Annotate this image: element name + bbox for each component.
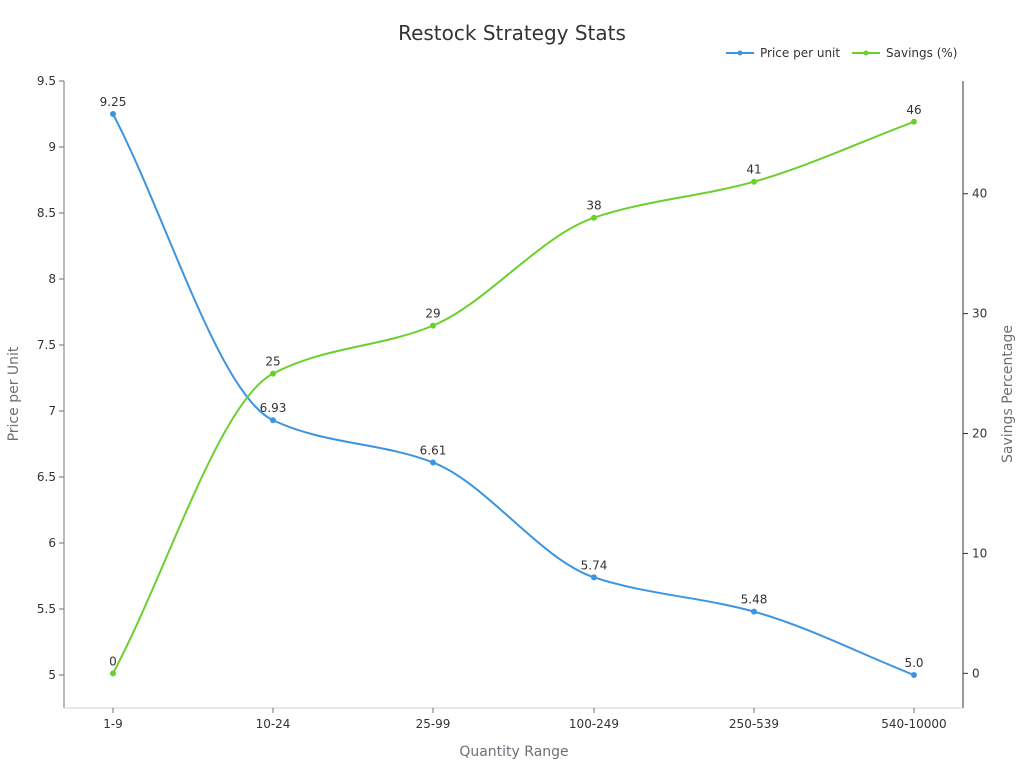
data-label-price-per-unit: 6.93 — [260, 401, 287, 415]
y-left-tick-label: 7.5 — [37, 338, 56, 352]
x-tick-label: 250-539 — [729, 717, 779, 731]
x-axis-title: Quantity Range — [459, 744, 568, 760]
y-left-tick-label: 6 — [48, 536, 56, 550]
data-label-price-per-unit: 5.74 — [581, 558, 608, 572]
y-left-tick-label: 9.5 — [37, 74, 56, 88]
data-point-savings — [110, 670, 116, 677]
series-layer: 9.25 6.93 6.61 5.74 5.48 5.0 0 25 29 38 41 46 — [100, 95, 924, 678]
y-right-tick-label: 40 — [972, 187, 987, 201]
y-left-tick-label: 9 — [48, 140, 56, 154]
data-label-savings: 46 — [906, 103, 921, 117]
data-point-price-per-unit — [430, 459, 436, 466]
y-right-tick-label: 30 — [972, 307, 987, 321]
y-right-tick-label: 20 — [972, 427, 987, 441]
y-left-tick-label: 6.5 — [37, 470, 56, 484]
data-label-savings: 38 — [586, 199, 601, 213]
legend-label-price-per-unit: Price per unit — [760, 46, 840, 60]
y-left-tick-label: 8 — [48, 272, 56, 286]
legend: Price per unit Savings (%) — [726, 46, 957, 60]
data-point-savings — [591, 214, 597, 221]
data-label-price-per-unit: 6.61 — [420, 443, 447, 457]
series-price-per-unit: 9.25 6.93 6.61 5.74 5.48 5.0 — [100, 95, 924, 678]
data-label-price-per-unit: 9.25 — [100, 95, 127, 109]
data-point-savings — [911, 118, 917, 125]
y-left-tick-label: 5.5 — [37, 602, 56, 616]
y-right-tick-label: 10 — [972, 546, 987, 560]
legend-marker-savings — [863, 50, 869, 56]
x-tick-label: 100-249 — [569, 717, 619, 731]
series-line-savings — [112, 120, 915, 674]
legend-marker-price-per-unit — [737, 50, 743, 56]
data-point-price-per-unit — [591, 574, 597, 581]
y-right-tick-label: 0 — [972, 666, 980, 680]
data-point-savings — [751, 178, 757, 185]
x-tick-label: 25-99 — [416, 717, 451, 731]
data-label-price-per-unit: 5.0 — [904, 656, 923, 670]
y-right-axis-title: Savings Percentage — [1000, 325, 1016, 463]
axes: 5 5.5 6 6.5 7 7.5 8 8.5 9 9.5 0 10 20 30 40 1-9 10-24 25-… — [37, 74, 987, 731]
data-label-savings: 0 — [109, 654, 117, 668]
y-left-tick-label: 8.5 — [37, 206, 56, 220]
data-label-savings: 41 — [746, 163, 761, 177]
data-point-price-per-unit — [270, 417, 276, 424]
data-label-savings: 29 — [425, 307, 440, 321]
data-point-price-per-unit — [751, 608, 757, 615]
x-tick-label: 1-9 — [103, 717, 123, 731]
y-left-tick-label: 7 — [48, 404, 56, 418]
chart-title: Restock Strategy Stats — [398, 21, 626, 45]
x-tick-label: 10-24 — [256, 717, 291, 731]
y-left-axis-title: Price per Unit — [6, 346, 22, 441]
data-point-savings — [270, 370, 276, 377]
data-point-price-per-unit — [110, 111, 116, 117]
legend-label-savings: Savings (%) — [886, 46, 957, 60]
y-left-tick-label: 5 — [48, 668, 56, 682]
series-savings: 0 25 29 38 41 46 — [109, 103, 922, 677]
data-point-savings — [430, 322, 436, 329]
data-label-savings: 25 — [265, 355, 280, 369]
data-point-price-per-unit — [911, 672, 917, 678]
series-line-price-per-unit — [112, 113, 915, 676]
data-label-price-per-unit: 5.48 — [741, 593, 768, 607]
x-tick-label: 540-10000 — [881, 717, 946, 731]
